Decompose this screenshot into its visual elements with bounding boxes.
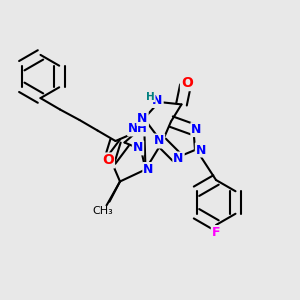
Text: N: N	[191, 123, 202, 136]
Text: H: H	[146, 92, 155, 102]
Text: N: N	[143, 163, 154, 176]
Text: N: N	[196, 143, 206, 157]
Text: N: N	[133, 141, 143, 154]
Text: N: N	[173, 152, 184, 166]
Text: N: N	[154, 134, 164, 148]
Text: CH₃: CH₃	[92, 206, 113, 217]
Text: O: O	[181, 76, 193, 90]
Text: O: O	[102, 154, 114, 167]
Text: N: N	[137, 112, 148, 125]
Text: F: F	[212, 226, 220, 239]
Text: NH: NH	[128, 122, 148, 136]
Text: N: N	[152, 94, 163, 107]
